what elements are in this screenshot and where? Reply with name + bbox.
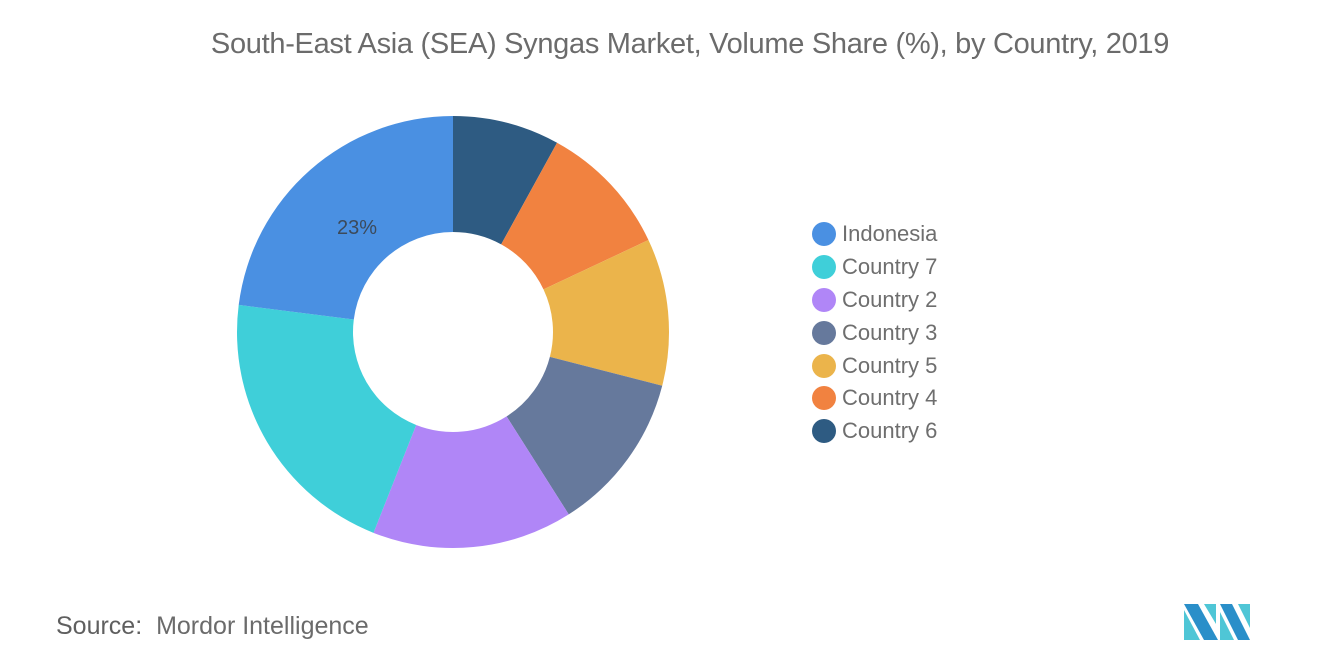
slice-indonesia[interactable] (238, 116, 453, 320)
chart-title: South-East Asia (SEA) Syngas Market, Vol… (210, 28, 1170, 60)
slice-country-3[interactable] (506, 356, 663, 515)
donut-slices (237, 116, 669, 548)
legend-label: Country 6 (842, 418, 938, 444)
legend-item-country-5[interactable]: Country 5 (812, 349, 937, 382)
legend-item-country-4[interactable]: Country 4 (812, 382, 937, 415)
legend-label: Country 4 (842, 385, 938, 411)
legend-item-indonesia[interactable]: Indonesia (812, 218, 937, 251)
legend-item-country-3[interactable]: Country 3 (812, 316, 937, 349)
legend: Indonesia Country 7 Country 2 Country 3 … (812, 218, 937, 448)
slice-country-4[interactable] (501, 142, 649, 290)
legend-swatch-icon (812, 386, 836, 411)
donut-chart: 23% (237, 116, 669, 548)
legend-label: Country 3 (842, 319, 938, 345)
legend-label: Country 2 (842, 286, 938, 312)
legend-label: Country 5 (842, 352, 938, 378)
source-note: Source: Mordor Intelligence (56, 612, 369, 641)
legend-swatch-icon (812, 287, 836, 312)
legend-item-country-7[interactable]: Country 7 (812, 251, 937, 284)
legend-swatch-icon (812, 419, 836, 444)
legend-label: Indonesia (842, 221, 938, 247)
legend-swatch-icon (812, 353, 836, 378)
slice-country-7[interactable] (237, 304, 417, 533)
slice-country-2[interactable] (373, 416, 569, 548)
source-value: Mordor Intelligence (156, 612, 369, 640)
legend-item-country-2[interactable]: Country 2 (812, 284, 937, 317)
legend-swatch-icon (812, 320, 836, 345)
slice-country-6[interactable] (453, 116, 558, 245)
legend-label: Country 7 (842, 254, 938, 280)
slice-country-5[interactable] (543, 240, 669, 386)
mordor-logo-icon (1184, 604, 1250, 640)
legend-swatch-icon (812, 222, 836, 247)
source-label: Source: (56, 612, 143, 640)
legend-swatch-icon (812, 255, 836, 280)
legend-item-country-6[interactable]: Country 6 (812, 415, 937, 448)
data-label-indonesia: 23% (337, 217, 377, 239)
